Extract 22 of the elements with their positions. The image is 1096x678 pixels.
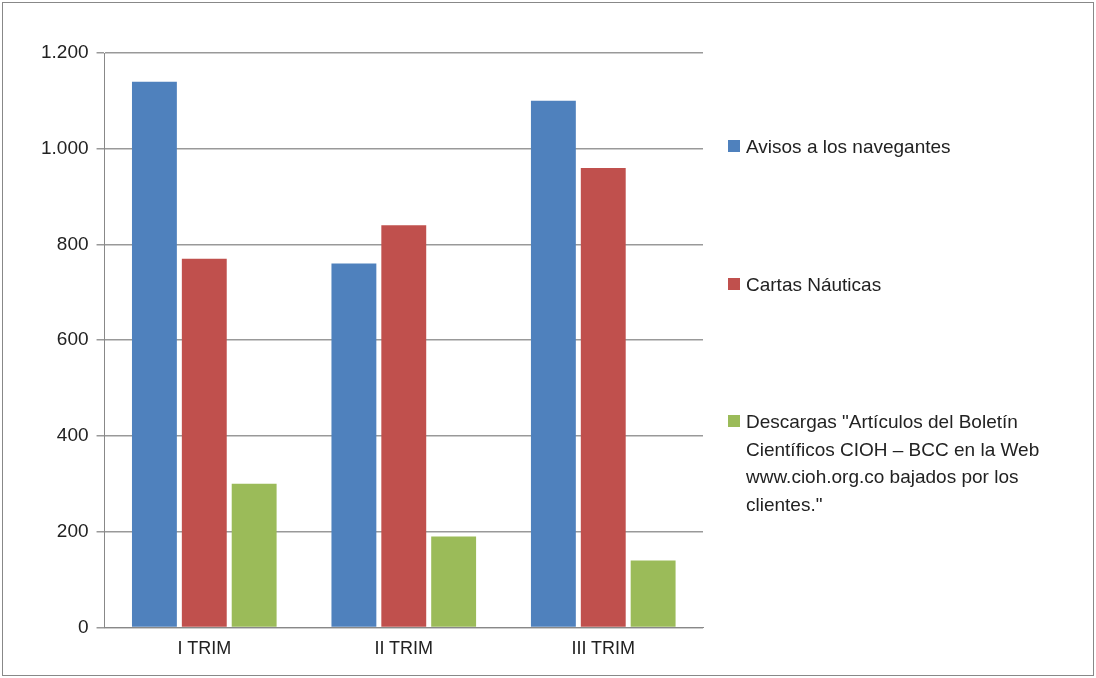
bar — [131, 81, 177, 627]
legend-label: Cartas Náuticas — [746, 272, 882, 297]
bar — [630, 560, 676, 627]
legend-label: Avisos a los navegantes — [746, 135, 951, 159]
x-tick-label: I TRIM — [177, 638, 232, 659]
y-tick-label: 1.000 — [41, 136, 89, 158]
bar — [431, 536, 477, 627]
bar — [530, 100, 576, 627]
y-tick-label: 0 — [77, 615, 89, 637]
x-tick-label: II TRIM — [374, 638, 434, 659]
y-tick-label: 1.200 — [41, 41, 89, 63]
bar — [580, 167, 626, 627]
y-tick-label: 600 — [56, 328, 89, 350]
y-tick-label: 200 — [56, 519, 89, 541]
y-tick-label: 400 — [56, 424, 89, 446]
bar — [231, 483, 277, 627]
bar — [331, 263, 377, 627]
x-tick-label: III TRIM — [571, 638, 636, 659]
y-tick-label: 800 — [56, 232, 89, 254]
bar — [381, 225, 427, 627]
bar — [181, 258, 227, 627]
legend-label: Descargas "Artículos del Boletín Científicos CIOH – BCC en la Web www.cioh.org.co bajados por los clientes." — [746, 410, 1041, 517]
